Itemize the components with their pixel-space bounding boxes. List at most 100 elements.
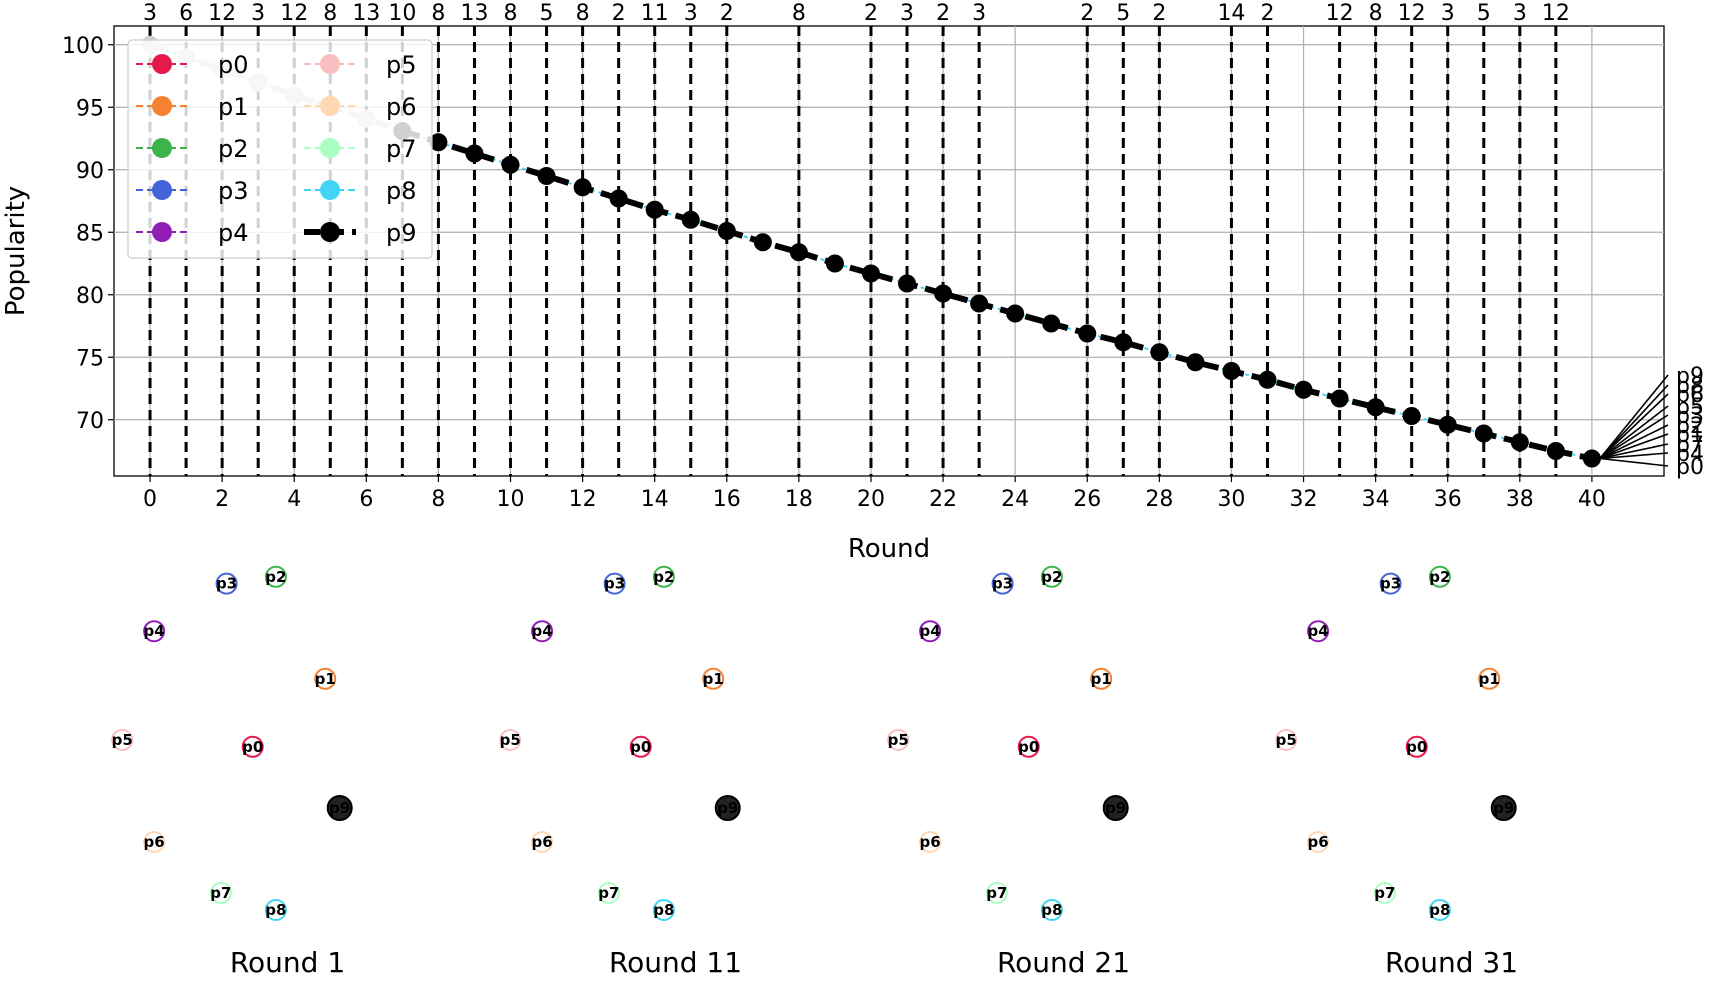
network-node-label-p9: p9 bbox=[717, 799, 738, 817]
y-tick-label: 75 bbox=[76, 346, 104, 371]
event-count-label: 3 bbox=[1513, 1, 1527, 26]
network-node-label-p0: p0 bbox=[1018, 738, 1039, 756]
network-panel-1: p0 p1 p2 p3 p4 p5 p6 p7 p8 p9 Round 1 bbox=[111, 565, 353, 979]
network-node-p6 bbox=[531, 831, 554, 853]
network-node-label-p0: p0 bbox=[630, 738, 651, 756]
data-point-p9 bbox=[609, 189, 628, 208]
data-point-p9 bbox=[1510, 433, 1529, 452]
x-tick-label: 38 bbox=[1506, 487, 1534, 512]
network-node-label-p5: p5 bbox=[112, 731, 133, 749]
event-count-label: 8 bbox=[576, 1, 590, 26]
panel-title: Round 21 bbox=[997, 946, 1130, 979]
data-point-p9 bbox=[934, 284, 953, 303]
legend: p0 p1 p2 p3 p4 p5 p6 p7 p8 p9 bbox=[127, 39, 433, 259]
network-node-p4 bbox=[1307, 620, 1330, 643]
network-node-label-p2: p2 bbox=[265, 568, 286, 586]
event-count-label: 3 bbox=[900, 1, 914, 26]
legend-marker-p1 bbox=[152, 96, 172, 116]
y-tick-label: 100 bbox=[62, 34, 104, 59]
legend-label-p5: p5 bbox=[386, 51, 417, 79]
legend-label-p3: p3 bbox=[218, 177, 249, 205]
event-count-label: 5 bbox=[1116, 1, 1130, 26]
end-label-p6: p6 bbox=[1676, 383, 1704, 408]
network-node-label-p6: p6 bbox=[1308, 833, 1329, 851]
y-tick-label: 90 bbox=[76, 159, 104, 184]
network-node-label-p9: p9 bbox=[1105, 799, 1126, 817]
event-count-label: 14 bbox=[1217, 1, 1245, 26]
data-point-p9 bbox=[825, 254, 844, 273]
data-point-p9 bbox=[753, 233, 772, 252]
network-node-label-p7: p7 bbox=[986, 884, 1007, 902]
end-label-arrow bbox=[1599, 384, 1669, 460]
network-node-p7 bbox=[985, 882, 1008, 904]
data-point-p9 bbox=[1078, 324, 1097, 343]
x-tick-label: 14 bbox=[641, 487, 669, 512]
event-count-label: 3 bbox=[1441, 1, 1455, 26]
legend-label-p9: p9 bbox=[386, 219, 417, 247]
end-label-p7: p7 bbox=[1676, 433, 1704, 458]
x-tick-label: 0 bbox=[143, 487, 157, 512]
data-point-p9 bbox=[1546, 442, 1565, 460]
data-point-p9 bbox=[1474, 424, 1493, 443]
data-point-p9 bbox=[645, 200, 664, 219]
x-tick-label: 26 bbox=[1073, 487, 1101, 512]
x-tick-label: 4 bbox=[287, 487, 301, 512]
data-point-p9 bbox=[1366, 398, 1385, 417]
event-count-label: 2 bbox=[1152, 1, 1166, 26]
x-tick-label: 8 bbox=[431, 487, 445, 512]
event-count-label: 2 bbox=[612, 1, 626, 26]
network-panel-2: p0 p1 p2 p3 p4 p5 p6 p7 p8 p9 Round 11 bbox=[499, 565, 742, 979]
network-node-label-p1: p1 bbox=[315, 670, 336, 688]
panel-title: Round 31 bbox=[1385, 946, 1518, 979]
data-point-p9 bbox=[1402, 407, 1421, 425]
network-node-p9 bbox=[1102, 795, 1129, 821]
event-count-label: 8 bbox=[792, 1, 806, 26]
end-label-p0: p0 bbox=[1676, 455, 1704, 480]
network-node-label-p4: p4 bbox=[920, 622, 941, 640]
network-node-label-p1: p1 bbox=[703, 670, 724, 688]
network-node-p5 bbox=[111, 729, 134, 751]
data-point-p9 bbox=[1438, 415, 1457, 434]
network-node-p1 bbox=[702, 667, 725, 690]
event-count-label: 5 bbox=[540, 1, 554, 26]
network-node-p5 bbox=[887, 729, 910, 751]
data-point-p9 bbox=[501, 155, 520, 174]
network-node-p0 bbox=[629, 735, 652, 758]
event-count-label: 2 bbox=[1260, 1, 1274, 26]
network-node-p1 bbox=[1478, 667, 1501, 690]
network-node-p8 bbox=[264, 899, 287, 921]
network-node-p3 bbox=[991, 572, 1014, 595]
network-node-label-p5: p5 bbox=[500, 731, 521, 749]
end-label-p8: p8 bbox=[1676, 374, 1704, 399]
network-node-p0 bbox=[1405, 735, 1428, 758]
x-tick-label: 36 bbox=[1434, 487, 1462, 512]
data-point-p9 bbox=[1114, 333, 1133, 352]
network-node-p4 bbox=[531, 620, 554, 643]
network-node-p9 bbox=[1490, 795, 1517, 821]
event-count-label: 6 bbox=[179, 1, 193, 26]
event-count-label: 3 bbox=[972, 1, 986, 26]
data-point-p9 bbox=[1258, 370, 1277, 389]
network-node-p7 bbox=[1373, 882, 1396, 904]
legend-label-p6: p6 bbox=[386, 93, 417, 121]
x-tick-label: 30 bbox=[1217, 487, 1245, 512]
x-tick-label: 16 bbox=[713, 487, 741, 512]
legend-marker-p5 bbox=[320, 54, 340, 74]
network-node-p8 bbox=[1040, 899, 1063, 921]
network-node-p8 bbox=[1428, 899, 1451, 921]
network-node-p1 bbox=[1090, 667, 1113, 690]
y-axis-title: Popularity bbox=[1, 186, 31, 316]
network-node-p2 bbox=[652, 565, 675, 588]
network-node-label-p4: p4 bbox=[532, 622, 553, 640]
legend-marker-p7 bbox=[320, 138, 340, 158]
end-label-p9: p9 bbox=[1676, 364, 1704, 389]
data-point-p9 bbox=[1150, 343, 1169, 362]
data-point-p9 bbox=[1582, 449, 1601, 468]
event-count-label: 3 bbox=[143, 1, 157, 26]
x-axis-ticks: 0 2 4 6 8 10 12 14 16 18 20 22 24 26 28 30 32 34 36 38 40 bbox=[143, 476, 1606, 512]
x-tick-label: 18 bbox=[785, 487, 813, 512]
network-node-label-p1: p1 bbox=[1479, 670, 1500, 688]
panel-title: Round 1 bbox=[230, 946, 345, 979]
